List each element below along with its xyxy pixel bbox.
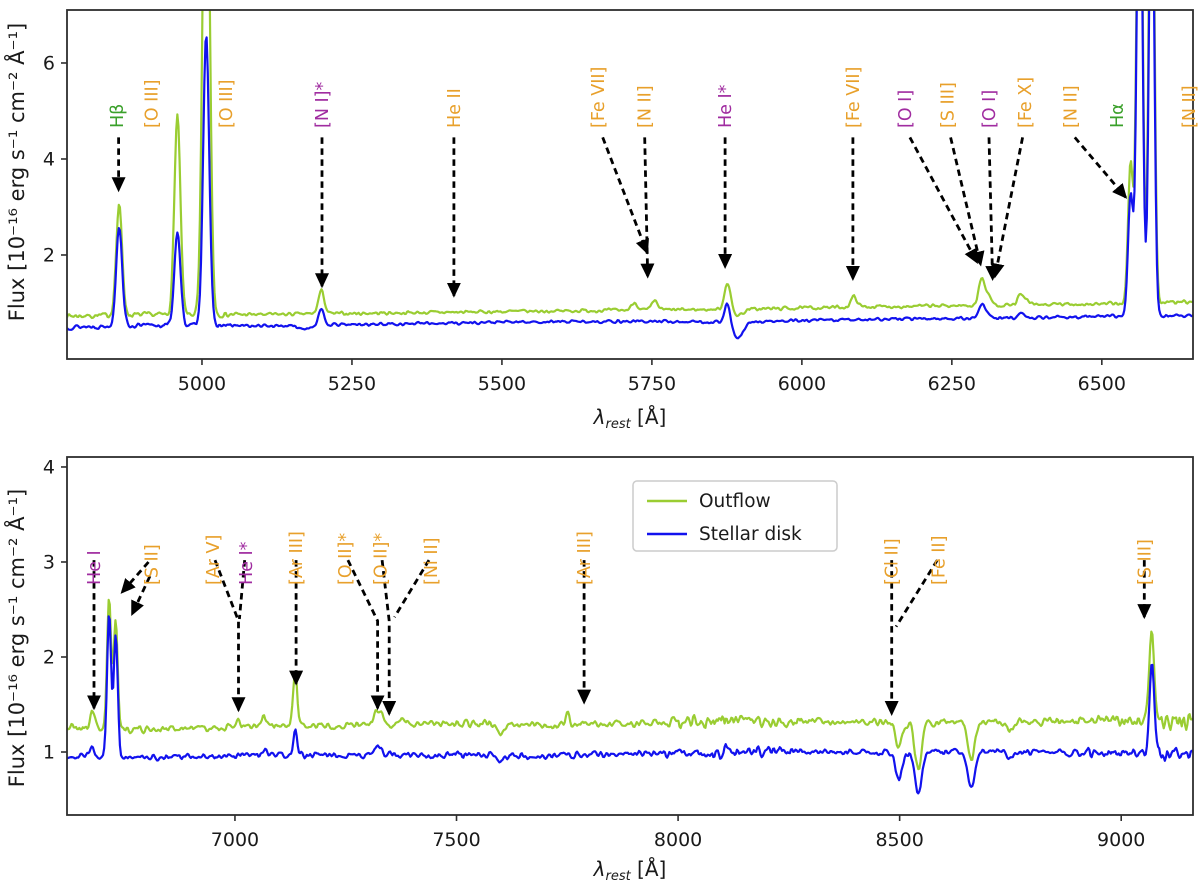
annotation-arrow bbox=[213, 559, 246, 713]
y-axis-label: Flux [10⁻¹⁶ erg s⁻¹ cm⁻² Å⁻¹] bbox=[3, 23, 29, 321]
line-annotation-label: [O I] bbox=[980, 90, 1000, 128]
line-annotation-label: [N II] bbox=[1180, 85, 1200, 128]
x-tick-label: 9000 bbox=[1097, 829, 1145, 851]
x-axis-label: λrest [Å] bbox=[593, 857, 667, 884]
line-annotation-label: [O I] bbox=[896, 90, 916, 128]
x-tick-label: 5000 bbox=[178, 373, 226, 395]
line-annotation-label: [Ar III] bbox=[287, 531, 307, 585]
line-annotation-label: [S III] bbox=[939, 82, 959, 128]
x-tick-label: 5500 bbox=[478, 373, 526, 395]
x-tick-label: 5750 bbox=[628, 373, 676, 395]
legend-label: Stellar disk bbox=[699, 524, 802, 545]
x-tick-label: 5250 bbox=[328, 373, 376, 395]
line-annotation-label: [S III] bbox=[1135, 539, 1155, 585]
annotation-arrow bbox=[1073, 136, 1128, 199]
annotation-arrow bbox=[346, 559, 385, 711]
x-tick-label: 8500 bbox=[875, 829, 923, 851]
line-annotation-label: He II bbox=[445, 88, 465, 128]
line-annotation-label: He I* bbox=[716, 84, 736, 128]
axes-frame bbox=[66, 456, 1194, 816]
annotation-arrow bbox=[120, 561, 150, 594]
y-tick-label: 3 bbox=[43, 551, 55, 573]
x-tick-label: 7000 bbox=[211, 829, 259, 851]
line-annotation-label: [Fe II] bbox=[930, 536, 950, 585]
annotation-arrow bbox=[908, 136, 979, 264]
line-annotation-label: He I bbox=[85, 550, 105, 585]
line-annotation-label: [Cl II] bbox=[883, 538, 903, 585]
line-annotation-label: [O II]* bbox=[371, 533, 391, 585]
line-annotation-label: [N II] bbox=[636, 85, 656, 128]
stellar-disk-spectrum-line bbox=[67, 615, 1193, 795]
line-annotation-label: [Fe X] bbox=[1016, 77, 1036, 128]
x-tick-label: 7500 bbox=[432, 829, 480, 851]
x-tick-label: 6000 bbox=[778, 373, 826, 395]
legend-label: Outflow bbox=[699, 491, 771, 512]
annotation-arrow bbox=[640, 137, 655, 279]
annotation-arrow bbox=[393, 559, 431, 618]
annotation-arrow bbox=[601, 136, 649, 255]
y-tick-label: 2 bbox=[43, 244, 55, 266]
outflow-spectrum-line bbox=[67, 10, 1193, 320]
line-annotation-label: [Fe VII] bbox=[589, 67, 609, 128]
spectrum-panel-bottom: 7000 7500 8000 8500 9000 1 2 3 4 λrest [Å] Flux [1… bbox=[3, 456, 1194, 884]
y-tick-label: 2 bbox=[43, 646, 55, 668]
line-annotation-label: [Ar V] bbox=[204, 535, 224, 585]
spectrum-panel-top: 5000 5250 5500 5750 6000 6250 6500 2 4 6 λrest [Å]… bbox=[3, 9, 1200, 432]
line-annotation-label: [N I]* bbox=[313, 82, 333, 128]
annotation-arrow bbox=[380, 559, 397, 716]
annotation-arrow bbox=[990, 137, 1024, 279]
x-axis-label: λrest [Å] bbox=[593, 405, 667, 432]
line-annotation-label: [O II]* bbox=[336, 533, 356, 585]
annotation-arrow bbox=[985, 137, 1000, 281]
y-axis-label: Flux [10⁻¹⁶ erg s⁻¹ cm⁻² Å⁻¹] bbox=[3, 489, 29, 787]
y-tick-label: 4 bbox=[43, 148, 55, 170]
line-annotation-label: [Ar III] bbox=[575, 531, 595, 585]
x-tick-label: 6500 bbox=[1078, 373, 1126, 395]
x-tick-label: 6250 bbox=[928, 373, 976, 395]
line-annotation-label: [Ni II] bbox=[422, 538, 442, 586]
line-annotation-label: [Fe VII] bbox=[844, 67, 864, 128]
x-tick-label: 8000 bbox=[654, 829, 702, 851]
line-annotation-label: Hα bbox=[1108, 103, 1128, 128]
legend: Outflow Stellar disk bbox=[632, 480, 838, 552]
line-annotation-label: [O III] bbox=[217, 80, 237, 128]
y-tick-label: 4 bbox=[43, 456, 55, 478]
annotation-arrow bbox=[894, 559, 939, 628]
y-tick-label: 6 bbox=[43, 52, 55, 74]
annotation-arrow bbox=[130, 575, 152, 617]
line-annotation-label: [O III] bbox=[143, 80, 163, 128]
line-annotation-label: He I* bbox=[237, 541, 257, 585]
line-annotation-label: Hβ bbox=[108, 104, 128, 128]
annotation-arrow bbox=[949, 137, 985, 267]
annotation-arrow bbox=[238, 559, 247, 620]
outflow-spectrum-line bbox=[67, 598, 1193, 771]
line-annotation-label: [S II] bbox=[143, 544, 163, 585]
y-tick-label: 1 bbox=[43, 742, 55, 764]
axes-frame bbox=[66, 9, 1194, 360]
line-annotation-label: [N II] bbox=[1062, 85, 1082, 128]
stellar-disk-spectrum-line bbox=[67, 10, 1193, 340]
